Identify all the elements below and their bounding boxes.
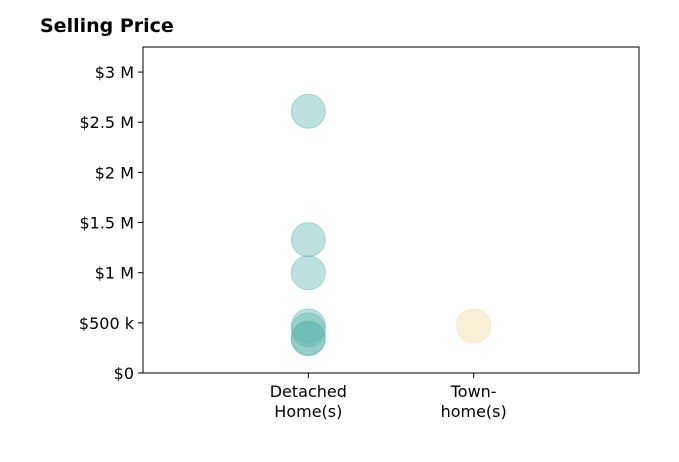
y-tick-label: $0 (114, 364, 134, 383)
x-axis: Detached Home(s) Town-home(s) (270, 373, 507, 421)
y-tick-label: $2 M (95, 163, 134, 182)
y-tick-label: $2.5 M (79, 113, 134, 132)
y-tick-label: $500 k (79, 314, 135, 333)
data-point (290, 255, 326, 291)
points-layer (290, 93, 492, 357)
y-tick-label: $1 M (95, 264, 134, 283)
data-point (290, 222, 326, 258)
plot-frame (142, 46, 640, 374)
data-point (456, 308, 492, 344)
x-tick-label: Town-home(s) (441, 382, 507, 421)
y-tick-label: $3 M (95, 63, 134, 82)
data-point (290, 312, 326, 348)
data-point (290, 93, 326, 129)
y-tick-label: $1.5 M (79, 214, 134, 233)
x-tick-label: Detached Home(s) (270, 382, 347, 421)
data-point (290, 320, 326, 356)
chart-title: Selling Price (40, 15, 174, 37)
y-axis: $0 $500 k $1 M $1.5 M $2 M $2.5 M $3 M (79, 63, 143, 383)
data-point (290, 321, 326, 357)
data-point (290, 308, 326, 344)
